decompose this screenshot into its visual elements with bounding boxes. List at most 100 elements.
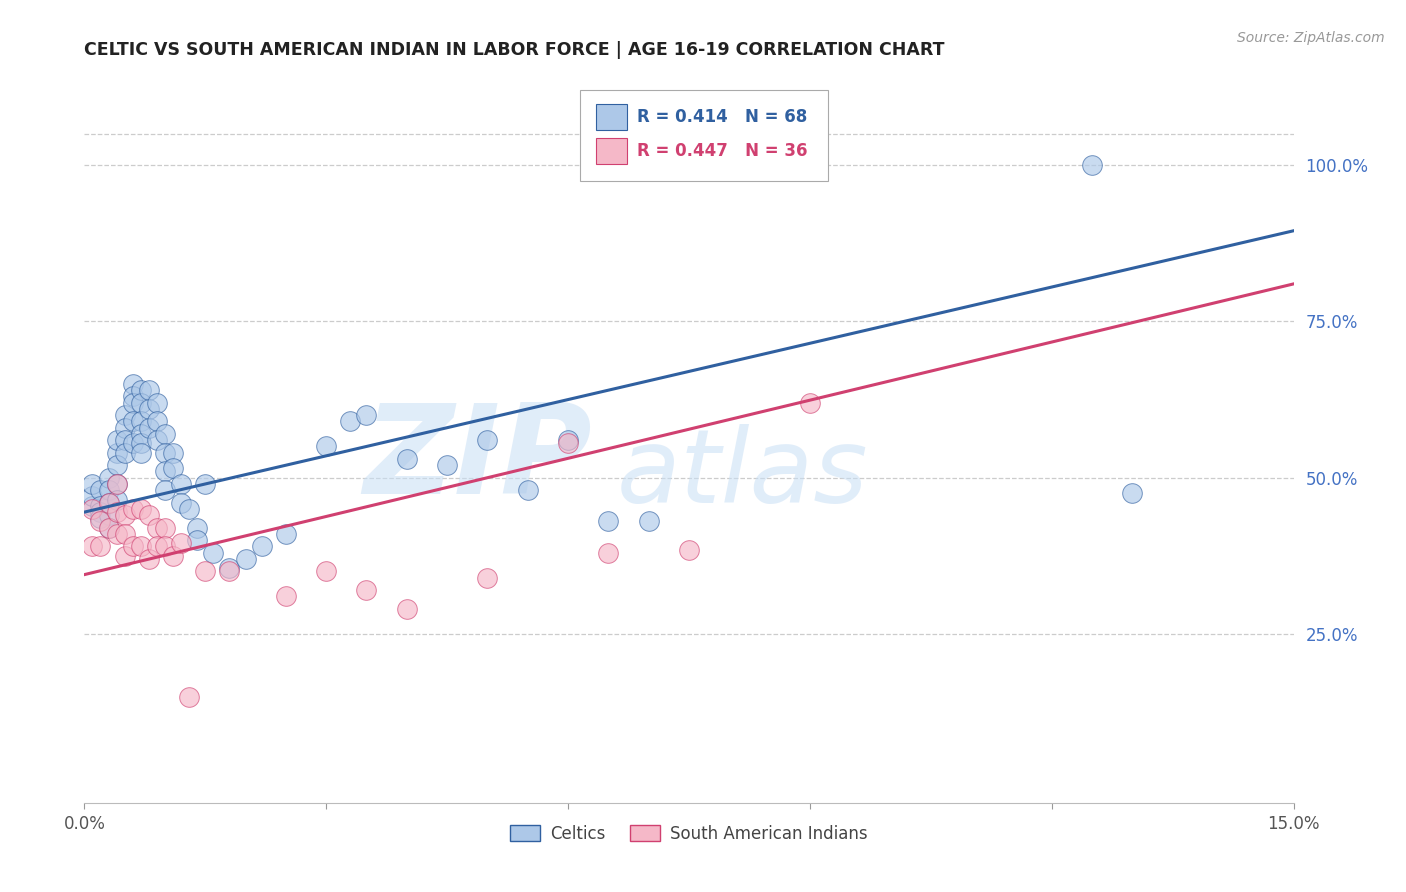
Point [105,477,128,491]
Point [598,515,620,529]
Point [395,452,418,467]
Text: CELTIC VS SOUTH AMERICAN INDIAN IN LABOR FORCE | AGE 16-19 CORRELATION CHART: CELTIC VS SOUTH AMERICAN INDIAN IN LABOR… [84,41,945,59]
Point [105,505,128,519]
Point [274,590,297,604]
Point [82,499,104,513]
Point [121,540,143,554]
Point [186,521,208,535]
Point [162,549,184,563]
Point [97,521,120,535]
Point [105,446,128,460]
Point [436,458,458,473]
Point [179,690,201,704]
Point [114,508,136,523]
Point [250,540,273,554]
FancyBboxPatch shape [596,104,627,130]
Point [356,408,378,422]
Point [557,436,579,450]
Point [89,483,111,498]
Point [146,521,169,535]
Point [82,540,104,554]
Point [89,505,111,519]
FancyBboxPatch shape [581,90,828,181]
Point [170,496,193,510]
Point [516,483,538,498]
Legend: Celtics, South American Indians: Celtics, South American Indians [503,818,875,849]
FancyBboxPatch shape [596,137,627,164]
Point [121,502,143,516]
Point [153,540,176,554]
Point [82,490,104,504]
Point [97,471,120,485]
Point [477,434,499,448]
Point [138,383,160,397]
Point [105,458,128,473]
Point [146,414,169,428]
Text: ZIP: ZIP [364,399,592,519]
Point [97,521,120,535]
Point [114,527,136,541]
Point [170,477,193,491]
Point [138,508,160,523]
Point [121,389,143,403]
Point [799,395,821,409]
Point [121,436,143,450]
Point [186,533,208,548]
Point [315,440,337,454]
Point [395,602,418,616]
Point [179,502,201,516]
Point [274,527,297,541]
Point [97,508,120,523]
Text: Source: ZipAtlas.com: Source: ZipAtlas.com [1237,31,1385,45]
Text: R = 0.447   N = 36: R = 0.447 N = 36 [637,142,807,160]
Point [557,434,579,448]
Point [146,434,169,448]
Point [162,446,184,460]
Point [105,527,128,541]
Point [129,540,152,554]
Point [153,521,176,535]
Point [1121,486,1143,500]
Point [146,395,169,409]
Point [138,401,160,416]
Point [1081,158,1104,172]
Point [89,499,111,513]
Point [89,511,111,525]
Point [153,426,176,441]
Point [315,565,337,579]
Point [82,502,104,516]
Point [678,542,700,557]
Point [598,546,620,560]
Point [121,376,143,391]
Point [153,446,176,460]
Point [129,502,152,516]
Point [202,546,225,560]
Point [121,414,143,428]
Point [105,434,128,448]
Point [194,477,217,491]
Point [97,496,120,510]
Point [153,483,176,498]
Point [162,461,184,475]
Point [129,426,152,441]
Point [637,515,659,529]
Point [339,414,361,428]
Point [114,549,136,563]
Point [146,540,169,554]
Point [129,383,152,397]
Point [138,420,160,434]
Point [89,515,111,529]
Point [742,158,765,172]
Point [105,477,128,491]
Point [105,492,128,507]
Text: R = 0.414   N = 68: R = 0.414 N = 68 [637,108,807,126]
Point [356,583,378,598]
Point [153,465,176,479]
Point [114,420,136,434]
Point [170,536,193,550]
Point [235,552,257,566]
Point [129,436,152,450]
Point [114,434,136,448]
Point [89,540,111,554]
Point [129,446,152,460]
